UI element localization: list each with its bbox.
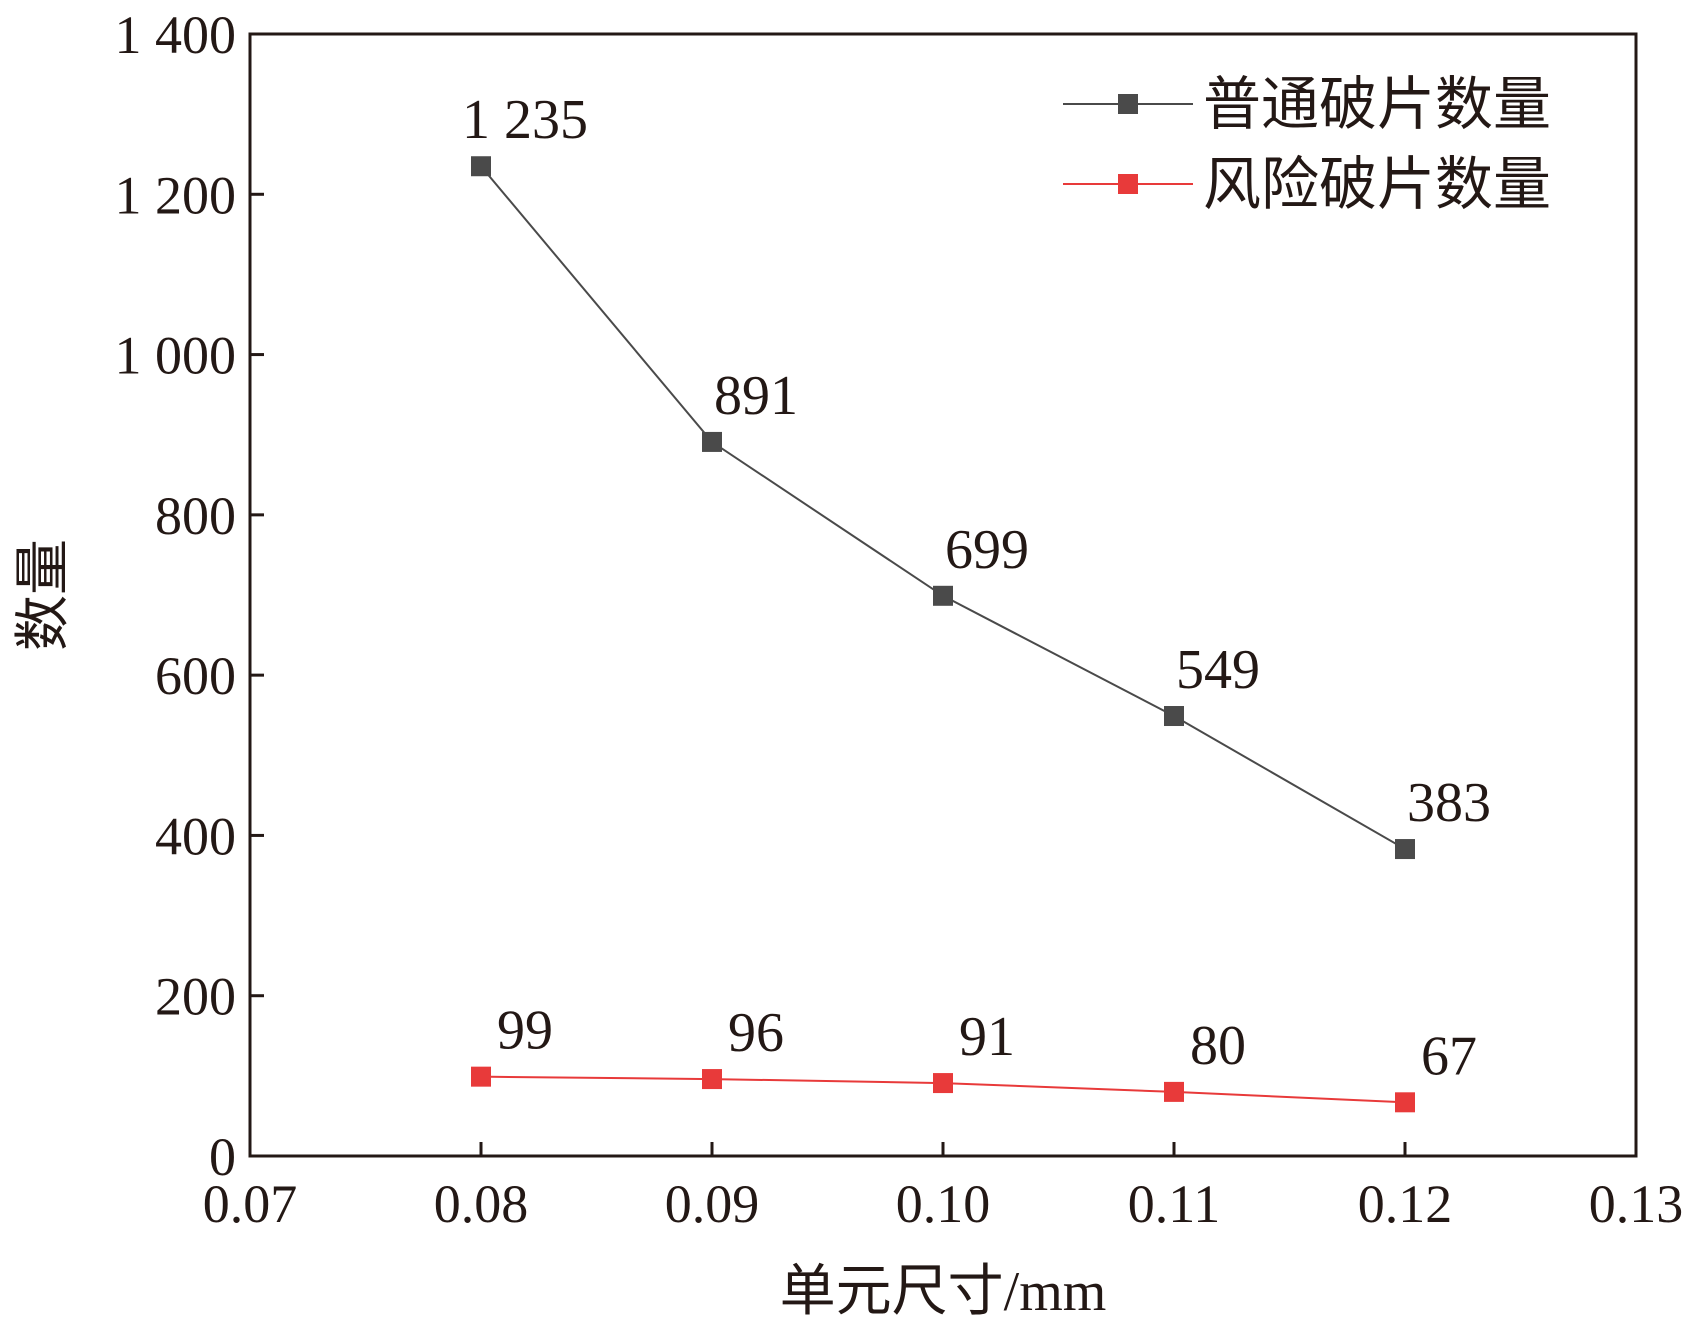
x-tick-label: 0.11 — [1128, 1174, 1221, 1234]
series-2: 99 96 91 80 67 — [471, 1000, 1477, 1113]
y-tick-label: 1 200 — [115, 165, 237, 225]
data-label: 699 — [945, 519, 1029, 581]
legend-marker — [1118, 174, 1138, 194]
legend-marker — [1118, 94, 1138, 114]
data-label: 1 235 — [462, 89, 588, 151]
data-point — [1395, 1092, 1415, 1113]
data-point — [1164, 706, 1184, 727]
x-tick-label: 0.13 — [1589, 1174, 1684, 1234]
legend-label: 普通破片数量 — [1203, 72, 1551, 137]
legend-label: 风险破片数量 — [1203, 152, 1551, 217]
y-tick-label: 800 — [155, 486, 236, 546]
data-point — [933, 1073, 953, 1094]
y-tick-label: 1 400 — [115, 5, 237, 65]
x-tick-label: 0.08 — [434, 1174, 529, 1234]
data-label: 891 — [714, 365, 798, 427]
data-label: 67 — [1421, 1025, 1477, 1087]
y-tick-label: 1 000 — [115, 326, 237, 386]
x-tick-label: 0.10 — [896, 1174, 991, 1234]
data-point — [933, 585, 953, 606]
y-tick-label: 200 — [155, 967, 236, 1027]
data-label: 91 — [959, 1006, 1015, 1068]
data-point — [702, 431, 722, 452]
x-tick-label: 0.12 — [1358, 1174, 1453, 1234]
y-tick-label: 0 — [209, 1127, 236, 1187]
legend-item: 风险破片数量 — [1063, 152, 1551, 217]
series-line — [480, 165, 1406, 850]
x-axis-title: 单元尺寸/mm — [780, 1261, 1107, 1323]
data-label: 80 — [1190, 1015, 1246, 1077]
data-label: 383 — [1407, 772, 1491, 834]
data-label: 96 — [728, 1002, 784, 1064]
y-axis-title: 数量 — [13, 539, 75, 651]
legend-item: 普通破片数量 — [1063, 72, 1551, 137]
data-point — [471, 1066, 491, 1087]
y-tick-label: 400 — [155, 806, 236, 866]
data-label: 99 — [497, 1000, 553, 1062]
data-point — [471, 156, 491, 177]
data-point — [1395, 839, 1415, 860]
data-label: 549 — [1176, 639, 1260, 701]
data-point — [1164, 1081, 1184, 1102]
x-tick-label: 0.07 — [203, 1174, 298, 1234]
series-layer: 1 235 891 699 549 383 99 96 91 80 67 — [462, 89, 1491, 1113]
x-tick-label: 0.09 — [665, 1174, 760, 1234]
axis-ticks: 0.07 0.08 0.09 0.10 0.11 0.12 0.13 0 200 400 600 80… — [115, 5, 1684, 1234]
data-point — [702, 1069, 722, 1090]
series-1: 1 235 891 699 549 383 — [462, 89, 1491, 860]
y-tick-label: 600 — [155, 646, 236, 706]
